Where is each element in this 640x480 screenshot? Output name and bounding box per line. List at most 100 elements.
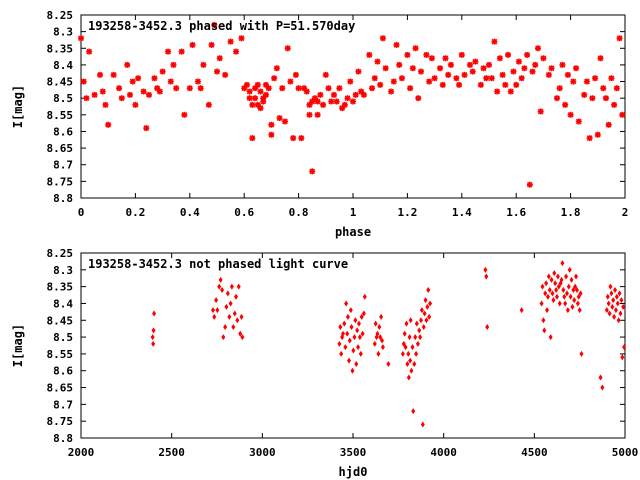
- phased-y-axis-label: I[mag]: [11, 85, 25, 128]
- data-point: [547, 287, 552, 293]
- data-point: [575, 118, 582, 125]
- data-point: [350, 98, 356, 105]
- data-point: [521, 65, 528, 72]
- data-point: [386, 361, 391, 367]
- y-tick-label: 8.7: [53, 398, 73, 411]
- data-point: [447, 61, 454, 68]
- data-point: [351, 347, 356, 354]
- data-point: [227, 38, 234, 45]
- data-point: [254, 81, 261, 88]
- data-point: [173, 85, 180, 92]
- y-tick-label: 8.8: [53, 192, 73, 205]
- x-tick-label: 2: [622, 206, 629, 219]
- data-point: [214, 68, 220, 75]
- data-point: [398, 75, 405, 82]
- data-point: [341, 101, 348, 108]
- data-point: [426, 78, 433, 85]
- data-point: [205, 101, 212, 108]
- data-point: [97, 71, 104, 78]
- x-tick-label: 1.2: [397, 206, 417, 219]
- y-tick-label: 8.35: [47, 42, 74, 55]
- data-point: [262, 91, 269, 98]
- data-point: [428, 55, 435, 62]
- data-point: [249, 135, 256, 142]
- data-point: [560, 260, 565, 267]
- data-point: [240, 334, 245, 341]
- data-point: [431, 75, 438, 82]
- data-point: [423, 297, 428, 304]
- data-point: [359, 313, 364, 320]
- data-point: [615, 300, 620, 307]
- y-tick-label: 8.25: [47, 9, 74, 22]
- data-point: [415, 95, 422, 102]
- data-point: [352, 334, 357, 341]
- data-point: [570, 303, 575, 310]
- unphased-plot-title: 193258-3452.3 not phased light curve: [88, 257, 348, 271]
- data-point: [532, 61, 539, 68]
- data-point: [571, 287, 576, 293]
- data-point: [218, 276, 223, 283]
- data-point: [581, 91, 588, 98]
- data-point: [408, 317, 413, 324]
- data-point: [116, 85, 123, 92]
- data-point: [379, 35, 386, 42]
- phased-data-points: [78, 21, 626, 188]
- y-tick-label: 8.45: [47, 314, 74, 327]
- data-point: [232, 310, 237, 317]
- data-point: [480, 65, 487, 72]
- data-point: [336, 85, 343, 92]
- data-point: [306, 101, 313, 108]
- data-point: [80, 78, 87, 85]
- y-tick-label: 8.55: [47, 109, 74, 122]
- data-point: [562, 101, 569, 108]
- data-point: [343, 344, 348, 351]
- data-point: [314, 111, 321, 118]
- data-point: [377, 324, 382, 330]
- data-point: [388, 88, 395, 95]
- data-point: [404, 320, 409, 327]
- data-point: [102, 101, 109, 108]
- data-point: [361, 310, 366, 317]
- data-point: [211, 307, 216, 314]
- data-point: [494, 88, 501, 95]
- y-tick-label: 8.4: [53, 59, 73, 72]
- y-tick-label: 8.65: [47, 382, 74, 395]
- data-point: [592, 75, 599, 82]
- data-point: [597, 55, 604, 62]
- data-point: [419, 317, 423, 324]
- data-point: [309, 168, 316, 175]
- data-point: [406, 350, 411, 357]
- data-point: [282, 118, 288, 125]
- x-tick-label: 4000: [430, 446, 457, 459]
- data-point: [143, 125, 150, 132]
- data-point: [337, 340, 342, 347]
- data-point: [526, 181, 533, 188]
- data-point: [225, 290, 230, 297]
- data-point: [338, 324, 343, 330]
- data-point: [622, 344, 627, 351]
- data-point: [610, 303, 615, 310]
- data-point: [550, 290, 555, 297]
- data-point: [110, 71, 117, 78]
- data-point: [249, 101, 256, 108]
- data-point: [380, 337, 385, 344]
- data-point: [477, 81, 484, 88]
- data-point: [621, 303, 626, 310]
- data-point: [545, 293, 550, 300]
- data-point: [314, 98, 321, 105]
- data-point: [407, 85, 414, 92]
- data-point: [170, 61, 177, 68]
- data-point: [358, 350, 363, 357]
- data-point: [78, 35, 84, 42]
- x-tick-label: 2500: [158, 446, 185, 459]
- data-point: [246, 88, 253, 95]
- data-point: [418, 68, 424, 75]
- y-tick-label: 8.25: [47, 247, 74, 260]
- data-point: [233, 48, 240, 55]
- data-point: [178, 48, 185, 55]
- data-point: [565, 307, 570, 314]
- data-point: [608, 283, 613, 290]
- data-point: [608, 75, 615, 82]
- data-point: [126, 91, 133, 98]
- data-point: [472, 58, 479, 65]
